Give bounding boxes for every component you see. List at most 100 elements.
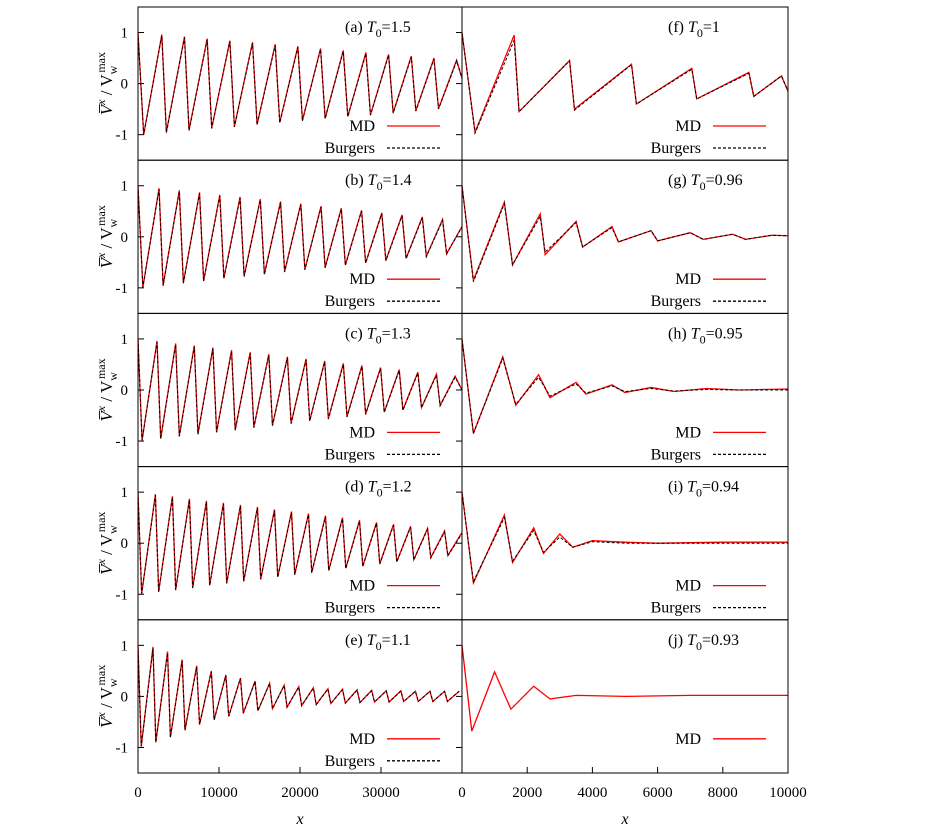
y-tick-label: 0: [121, 230, 129, 246]
title-part: (d): [345, 479, 368, 496]
title-part: 0: [376, 639, 382, 653]
y-label-part: max: [94, 358, 108, 379]
title-part: =1.2: [383, 479, 412, 496]
y-label-part: x: [94, 712, 108, 719]
panel-title: (b) T0=1.4: [345, 172, 412, 193]
legend-label: Burgers: [651, 293, 701, 310]
panel-title: (j) T0=0.93: [668, 632, 739, 653]
y-label-part: max: [94, 205, 108, 226]
panel-title: (g) T0=0.96: [668, 172, 743, 193]
legend-label: MD: [675, 731, 701, 748]
data-line: [138, 185, 462, 288]
title-part: (b): [345, 172, 368, 189]
x-axis-label: x: [620, 811, 628, 828]
data-line: [462, 645, 788, 732]
y-tick-label: -1: [116, 587, 129, 603]
legend-label: MD: [675, 271, 701, 288]
x-tick-label: 2000: [512, 785, 542, 801]
title-part: 0: [696, 639, 702, 653]
y-tick-label: -1: [116, 740, 129, 756]
y-tick-label: 0: [121, 536, 129, 552]
title-part: (c): [345, 325, 367, 342]
data-line: [138, 492, 462, 594]
x-tick-label: 10000: [769, 785, 807, 801]
y-axis-label: V̅x / Vwmax: [94, 358, 120, 421]
x-axis-label: x: [295, 811, 303, 828]
panel-frame: [137, 466, 463, 621]
y-label-part: w: [106, 678, 120, 687]
title-part: =0.94: [702, 479, 739, 496]
title-part: (i): [668, 479, 687, 496]
panel-title: (e) T0=1.1: [345, 632, 411, 653]
title-part: (e): [345, 632, 367, 649]
title-part: (a): [345, 19, 367, 36]
title-part: T: [368, 172, 378, 189]
data-line: [462, 492, 788, 584]
y-tick-label: 0: [121, 77, 129, 93]
y-axis-label: V̅x / Vwmax: [94, 512, 120, 575]
panel-frame: [461, 619, 789, 774]
y-tick-label: 1: [121, 26, 129, 42]
y-label-part: V̅: [97, 409, 116, 422]
title-part: =1.5: [382, 19, 411, 36]
y-tick-label: 1: [121, 332, 129, 348]
title-part: 0: [700, 179, 706, 193]
legend-label: Burgers: [651, 600, 701, 617]
y-label-part: x: [94, 558, 108, 565]
y-label-part: max: [94, 665, 108, 686]
title-part: T: [367, 632, 377, 649]
title-part: =0.95: [706, 325, 743, 342]
x-tick-label: 0: [458, 785, 466, 801]
title-part: 0: [700, 332, 706, 346]
legend-label: Burgers: [651, 446, 701, 463]
legend-label: Burgers: [325, 600, 375, 617]
y-axis-label: V̅x / Vwmax: [94, 665, 120, 728]
data-line: [138, 338, 462, 441]
y-label-part: / V: [97, 533, 116, 559]
y-label-part: max: [94, 52, 108, 73]
panel-frame: [137, 159, 463, 314]
legend-label: Burgers: [651, 140, 701, 157]
y-label-part: V̅: [97, 562, 116, 575]
panel: (h) T0=0.95 MD Burgers: [461, 312, 789, 468]
y-label-part: / V: [97, 74, 116, 100]
y-tick-label: 0: [121, 689, 129, 705]
legend-label: Burgers: [325, 446, 375, 463]
title-part: T: [368, 479, 378, 496]
panel-title: (f) T0=1: [668, 19, 720, 40]
x-tick-label: 0: [134, 785, 142, 801]
title-part: T: [691, 172, 701, 189]
title-part: T: [688, 19, 698, 36]
y-tick-label: 1: [121, 179, 129, 195]
y-tick-label: -1: [116, 128, 129, 144]
y-label-part: w: [106, 525, 120, 534]
panel-title: (i) T0=0.94: [668, 479, 739, 500]
data-line: [462, 185, 788, 281]
title-part: =1.4: [383, 172, 412, 189]
y-label-part: w: [106, 219, 120, 228]
y-label-part: / V: [97, 227, 116, 253]
legend-label: MD: [349, 424, 375, 441]
data-line: [462, 32, 788, 135]
y-tick-label: 1: [121, 485, 129, 501]
title-part: T: [691, 325, 701, 342]
x-tick-label: 6000: [643, 785, 673, 801]
title-part: 0: [376, 332, 382, 346]
y-label-part: V̅: [97, 102, 116, 115]
title-part: (g): [668, 172, 691, 189]
panel-title: (h) T0=0.95: [668, 325, 743, 346]
y-axis-label: V̅x / Vwmax: [94, 205, 120, 268]
panel-title: (a) T0=1.5: [345, 19, 411, 40]
panel-frame: [461, 6, 789, 161]
title-part: 0: [377, 486, 383, 500]
y-label-part: V̅: [97, 715, 116, 728]
title-part: =1.1: [382, 632, 411, 649]
title-part: T: [367, 19, 377, 36]
x-tick-label: 4000: [577, 785, 607, 801]
data-line: [462, 492, 788, 586]
y-axis-label: V̅x / Vwmax: [94, 52, 120, 115]
title-part: 0: [377, 179, 383, 193]
